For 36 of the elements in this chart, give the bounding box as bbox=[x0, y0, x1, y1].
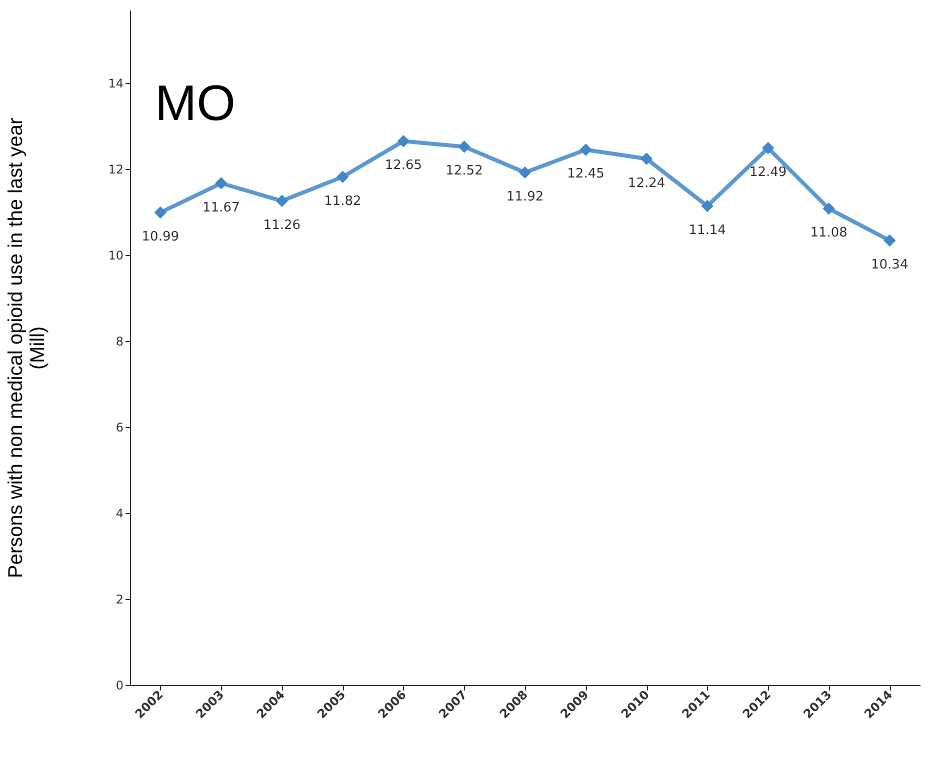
data-label: 10.99 bbox=[142, 230, 179, 244]
point bbox=[822, 202, 835, 215]
data-label: 12.49 bbox=[749, 165, 787, 180]
point bbox=[215, 177, 228, 190]
data-label: 11.82 bbox=[324, 194, 362, 209]
point bbox=[336, 170, 349, 183]
data-label: 10.34 bbox=[871, 257, 908, 272]
point bbox=[580, 144, 592, 156]
data-label: 11.92 bbox=[506, 190, 544, 205]
data-label: 12.24 bbox=[628, 176, 666, 191]
y-axis-title: Persons with non medical opioid use in the last year (Mill) bbox=[5, 118, 50, 578]
point bbox=[701, 200, 714, 212]
y-tick-label: 14 bbox=[108, 76, 124, 91]
y-tick-label: 2 bbox=[116, 592, 124, 607]
point bbox=[762, 142, 774, 154]
text: MO bbox=[155, 75, 236, 131]
data-label: 11.14 bbox=[688, 223, 726, 238]
y-tick-label: 12 bbox=[108, 162, 124, 177]
y-tick-label: 4 bbox=[116, 506, 124, 521]
data-label: 11.67 bbox=[202, 200, 240, 216]
data-label: 11.26 bbox=[263, 218, 301, 233]
point bbox=[154, 206, 167, 219]
y-tick-label: 0 bbox=[116, 678, 124, 692]
data-label: 11.08 bbox=[810, 226, 848, 241]
point bbox=[518, 166, 532, 179]
point bbox=[276, 194, 288, 208]
point bbox=[458, 140, 470, 153]
point bbox=[397, 135, 410, 148]
data-label: 12.45 bbox=[567, 166, 604, 182]
point bbox=[640, 152, 653, 165]
y-tick-label: 6 bbox=[116, 420, 124, 435]
data-label: 12.65 bbox=[384, 158, 422, 174]
y-tick-label: 10 bbox=[108, 248, 124, 263]
y-tick-label: 8 bbox=[116, 334, 124, 349]
point bbox=[883, 234, 896, 247]
data-label: 12.52 bbox=[446, 164, 483, 179]
